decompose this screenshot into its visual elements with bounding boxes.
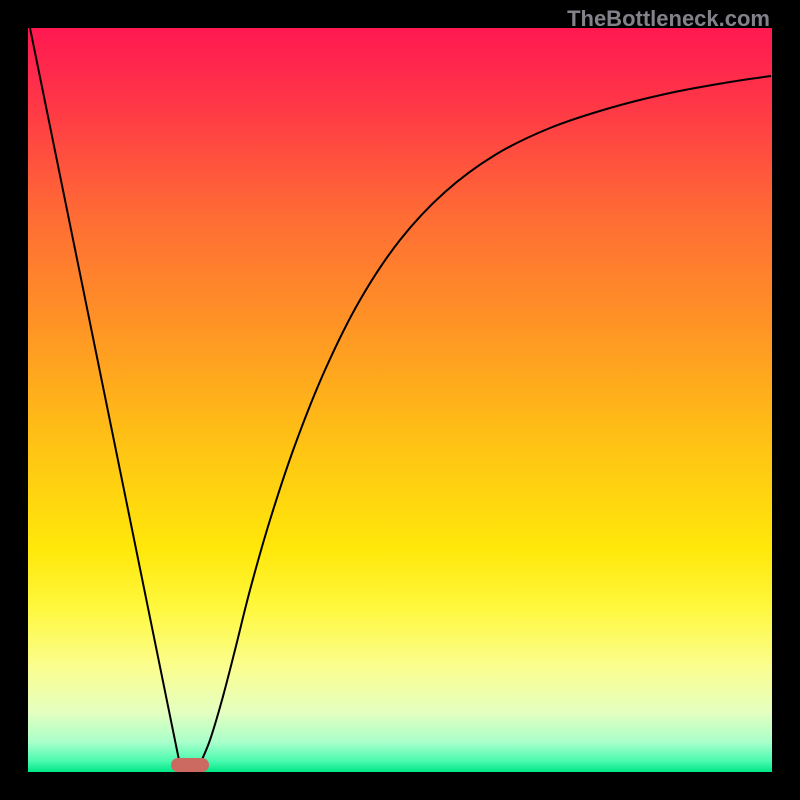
chart-container: TheBottleneck.com — [0, 0, 800, 800]
right-curve — [200, 76, 771, 764]
curve-layer — [28, 28, 772, 772]
left-curve — [30, 28, 180, 765]
trough-marker — [171, 758, 209, 772]
watermark-text: TheBottleneck.com — [567, 6, 770, 32]
plot-area — [28, 28, 772, 772]
